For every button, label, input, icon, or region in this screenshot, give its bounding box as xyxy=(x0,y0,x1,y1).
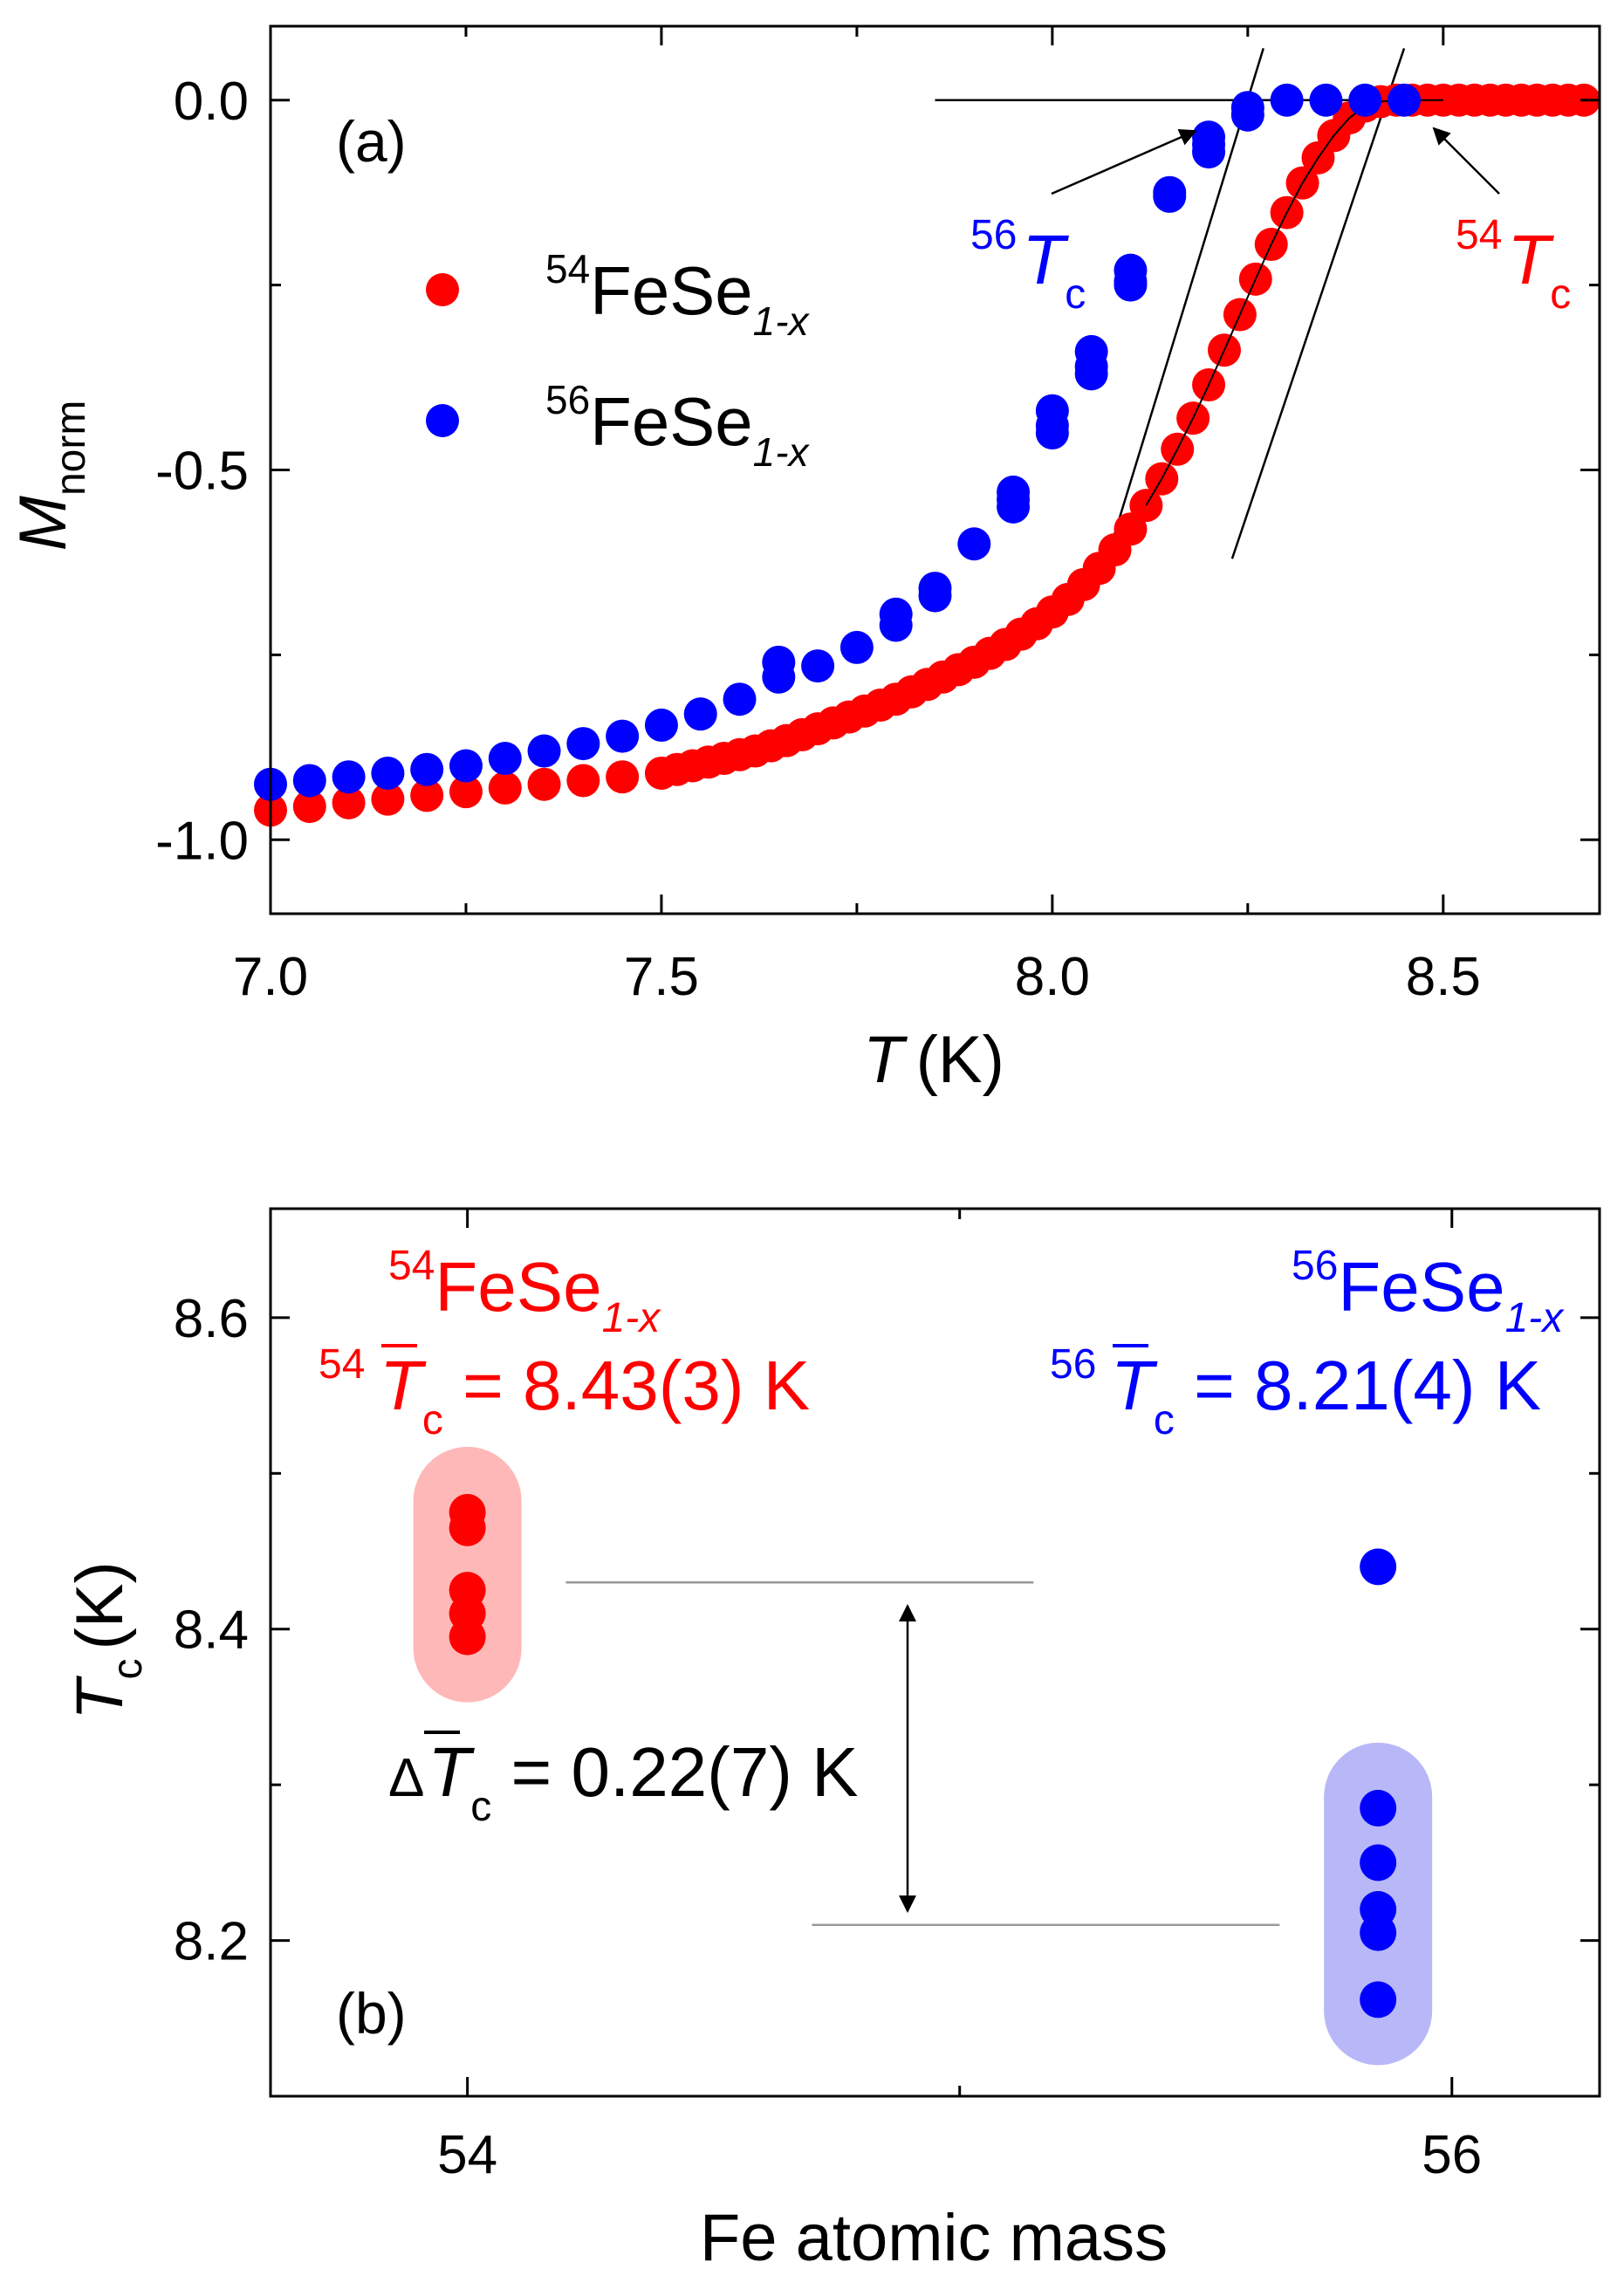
xtick-label: 7.5 xyxy=(624,947,699,1007)
point-56fese xyxy=(292,764,326,798)
point-56fese xyxy=(566,727,600,761)
point-56fese xyxy=(1074,334,1108,368)
point-56-tc xyxy=(1360,1890,1397,1928)
xtick-label: 56 xyxy=(1422,2125,1482,2185)
axis-b-xlabel: Fe atomic mass xyxy=(700,2201,1168,2269)
ytick-label: 8.2 xyxy=(174,1912,249,1972)
panel-b-label: (b) xyxy=(336,1981,407,2046)
point-54-tc xyxy=(449,1572,486,1609)
ytick-label: 8.4 xyxy=(174,1601,249,1661)
point-56fese xyxy=(1230,91,1264,125)
panel-b: 54 56 8.6 8.4 8.2 (b) 54FeSe1-x 54 = 8.43(3)… xyxy=(63,1207,1601,2269)
ytick-label: -1.0 xyxy=(155,811,249,871)
series-56fese-points xyxy=(254,83,1422,801)
point-56fese xyxy=(1192,120,1226,154)
ytick-label: -0.5 xyxy=(155,442,249,502)
axis-a-ylabel: Mnorm xyxy=(6,401,94,552)
point-56fese xyxy=(606,719,640,753)
panel-b-mean-lines xyxy=(565,1580,1280,1926)
point-56fese xyxy=(332,760,366,794)
point-56fese xyxy=(410,752,444,786)
panel-a-ticks: 7.0 7.5 8.0 8.5 0.0 -0.5 -1.0 xyxy=(155,26,1600,1007)
arrow-56tc xyxy=(1051,129,1197,195)
point-56fese xyxy=(1348,83,1382,117)
point-54fese xyxy=(527,767,561,801)
point-54fese xyxy=(371,782,405,816)
point-56fese xyxy=(1114,253,1148,287)
point-54fese xyxy=(332,785,366,819)
panel-b-ticks: 54 56 8.6 8.4 8.2 xyxy=(174,1209,1600,2185)
group-56-mean-iso: 56 xyxy=(1050,1341,1096,1388)
legend-56-marker xyxy=(426,404,459,437)
delta-annotation: ΔTc = 0.22(7) K xyxy=(388,1733,859,1830)
point-56fese xyxy=(1388,83,1422,117)
legend-54-label: 54FeSe1-x xyxy=(545,246,811,344)
panel-b-frame xyxy=(269,1207,1601,2098)
point-56fese xyxy=(957,527,991,561)
xtick-label: 8.5 xyxy=(1406,947,1481,1007)
point-56fese xyxy=(801,649,835,683)
point-54fese xyxy=(488,771,522,805)
point-56fese xyxy=(644,708,678,742)
point-56fese xyxy=(723,682,757,716)
ytick-label: 0.0 xyxy=(174,72,249,132)
xtick-label: 8.0 xyxy=(1015,947,1090,1007)
point-56fese xyxy=(449,749,483,783)
point-56fese xyxy=(997,483,1031,517)
legend-56-label: 56FeSe1-x xyxy=(545,377,811,475)
xtick-label: 54 xyxy=(437,2125,497,2185)
point-56fese xyxy=(488,742,522,776)
axis-b-ylabel: Tc(K) xyxy=(63,1561,151,1720)
panel-a-label: (a) xyxy=(336,109,407,174)
tangent-54 xyxy=(1230,48,1406,559)
point-56fese xyxy=(879,597,913,631)
point-54fese xyxy=(292,790,326,824)
point-54fese xyxy=(449,775,483,809)
group-56-mean-value: Tc = 8.21(4) K xyxy=(1111,1347,1541,1443)
point-56fese xyxy=(683,697,717,731)
point-56fese xyxy=(1309,83,1343,117)
point-54fese xyxy=(1114,512,1148,546)
point-56fese xyxy=(371,756,405,790)
point-54fese xyxy=(606,760,640,794)
point-56fese xyxy=(918,572,952,606)
group-54-mean: 54 = 8.43(3) K xyxy=(319,1315,732,1393)
point-56-tc xyxy=(1360,1548,1397,1586)
legend-54-marker xyxy=(426,273,459,306)
point-56fese xyxy=(527,734,561,768)
point-54fese xyxy=(566,764,600,798)
group-54-title: 54FeSe1-x xyxy=(388,1243,661,1341)
point-54fese xyxy=(410,778,444,812)
point-56fese xyxy=(762,645,796,679)
point-56fese xyxy=(1153,175,1187,209)
panel-b-points xyxy=(449,1493,1397,2019)
group-54-mean-value: Tc = 8.43(3) K xyxy=(380,1347,810,1443)
group-56-title: 56FeSe1-x xyxy=(1292,1243,1565,1341)
arrow-54tc xyxy=(1432,127,1500,195)
axis-a-xlabel: T (K) xyxy=(863,1023,1004,1097)
point-56-tc xyxy=(1360,1981,1397,2019)
point-56fese xyxy=(1270,83,1304,117)
point-56fese xyxy=(1035,394,1069,428)
point-54-tc xyxy=(449,1493,486,1531)
point-56-tc xyxy=(1360,1844,1397,1882)
ytick-label: 8.6 xyxy=(174,1289,249,1349)
point-56fese xyxy=(839,630,874,664)
point-56-tc xyxy=(1360,1789,1397,1827)
xtick-label: 7.0 xyxy=(233,947,308,1007)
panel-a: 7.0 7.5 8.0 8.5 0.0 -0.5 -1.0 (a) 54FeSe1-x 56… xyxy=(6,24,1601,1097)
annotation-56tc: 56Tc xyxy=(970,212,1086,318)
annotation-54tc: 54Tc xyxy=(1456,212,1571,318)
series-54fese-points xyxy=(254,83,1601,827)
tangent-56 xyxy=(1106,48,1264,559)
